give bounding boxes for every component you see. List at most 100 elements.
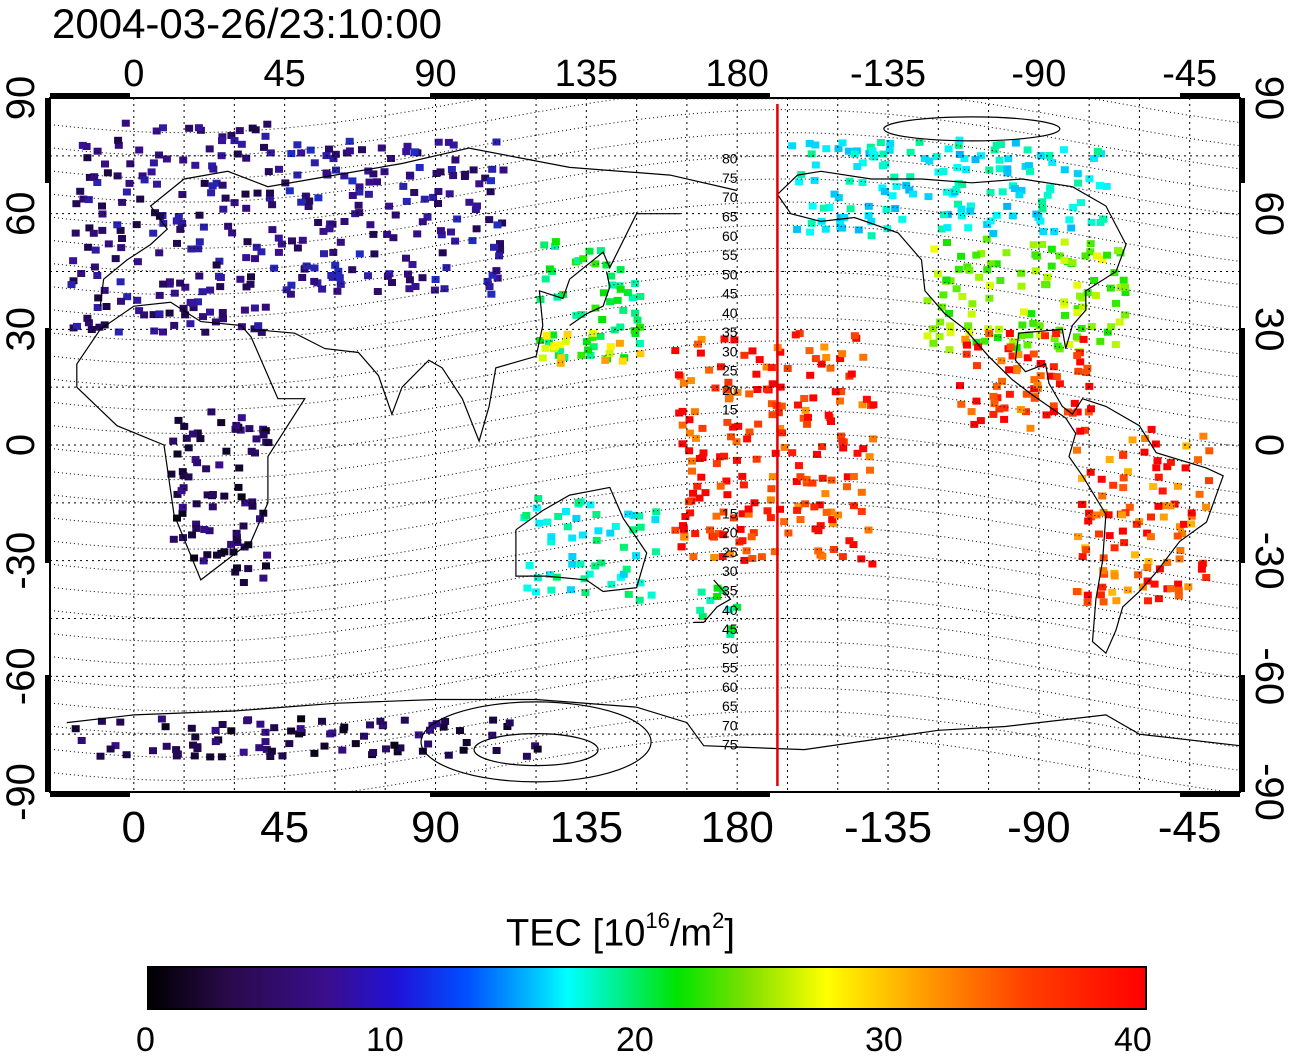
tec-cell — [890, 173, 899, 181]
tec-cell — [113, 172, 122, 180]
tec-cell — [233, 564, 241, 572]
tec-cell — [1155, 565, 1164, 573]
tec-cell — [540, 241, 549, 249]
tec-cell — [1022, 390, 1031, 398]
tec-cell — [561, 508, 570, 515]
tec-cell — [155, 311, 164, 319]
tec-cell — [93, 147, 102, 155]
tec-cell — [747, 533, 756, 541]
tec-cell — [475, 180, 484, 188]
tec-cell — [943, 239, 951, 246]
tec-cell — [1181, 464, 1190, 472]
tec-cell — [937, 303, 946, 311]
tec-cell — [305, 197, 314, 205]
tec-cell — [774, 409, 783, 417]
tec-cell — [685, 429, 694, 437]
tec-cell — [202, 465, 211, 473]
tec-cell — [405, 276, 414, 284]
tec-cell — [239, 748, 248, 756]
tec-cell — [176, 279, 185, 287]
tec-cell — [1074, 533, 1083, 541]
tec-cell — [586, 351, 595, 359]
tec-cell — [265, 194, 274, 202]
tec-cell — [84, 243, 93, 251]
tec-cell — [170, 289, 179, 297]
tec-cell — [629, 511, 638, 519]
tec-cell — [788, 142, 797, 150]
magnetic-latitude-label: 60 — [722, 228, 738, 244]
tec-cell — [373, 288, 382, 295]
lon-tick-bar — [1180, 792, 1240, 797]
tec-cell — [966, 202, 975, 210]
tec-cell — [487, 290, 496, 298]
tec-cell — [434, 138, 443, 146]
tec-cell — [1083, 364, 1092, 372]
tec-cell — [878, 184, 887, 192]
tec-cell — [492, 138, 501, 146]
tec-cell — [173, 490, 182, 498]
tec-cell — [1017, 282, 1026, 290]
tec-cell — [821, 490, 830, 498]
lon-tick-label-top: -135 — [850, 53, 926, 95]
tec-cell — [768, 473, 777, 481]
tec-cell — [1029, 241, 1038, 249]
tec-cell — [98, 226, 107, 234]
tec-cell — [993, 334, 1002, 341]
tec-cell — [840, 213, 849, 221]
tec-cell — [192, 524, 201, 532]
tec-cell — [195, 238, 204, 246]
tec-cell — [776, 383, 785, 391]
magnetic-latitude-label: 25 — [722, 544, 738, 560]
coastline — [776, 170, 1224, 655]
tec-cell — [236, 275, 245, 283]
lat-tick-label-right: -60 — [1247, 647, 1291, 705]
tec-cell — [155, 212, 164, 220]
tec-cell — [618, 357, 627, 365]
tec-cell — [1017, 332, 1026, 340]
tec-cell — [184, 444, 193, 452]
tec-cell — [824, 411, 833, 419]
tec-cell — [133, 258, 142, 266]
coastline — [251, 213, 681, 443]
tec-cell — [498, 219, 507, 227]
lon-tick-label-bottom: -135 — [844, 803, 932, 852]
tec-cell — [854, 226, 863, 234]
lon-tick-bar — [1180, 93, 1240, 98]
tec-cell — [1073, 408, 1082, 416]
tec-cell — [581, 589, 590, 597]
tec-cell — [1119, 451, 1128, 459]
tec-cell — [231, 425, 240, 433]
tec-cell — [91, 246, 100, 254]
tec-cell — [260, 143, 268, 151]
tec-cell — [423, 213, 432, 221]
tec-cell — [730, 336, 739, 344]
tec-cell — [1026, 167, 1034, 175]
tec-cell — [1003, 202, 1012, 210]
tec-cell — [98, 210, 107, 218]
tec-cell — [977, 250, 986, 258]
tec-cell — [453, 215, 462, 223]
tec-cell — [685, 447, 694, 455]
tec-cell — [235, 127, 244, 135]
tec-cell — [77, 270, 86, 277]
tec-cell — [543, 518, 552, 526]
tec-cell — [879, 150, 888, 158]
tec-cell — [706, 526, 714, 534]
tec-cell — [403, 142, 412, 150]
tec-cell — [647, 591, 656, 599]
magnetic-latitude-label: 15 — [722, 401, 738, 417]
tec-cell — [297, 149, 306, 157]
tec-cell — [1005, 366, 1014, 374]
tec-cell — [488, 731, 497, 739]
tec-cell — [858, 179, 867, 186]
tec-cell — [78, 141, 87, 149]
tec-cell — [547, 538, 556, 546]
tec-cell — [402, 197, 411, 205]
tec-cell — [869, 435, 878, 443]
tec-cell — [1003, 169, 1012, 177]
tec-cell — [224, 222, 233, 230]
tec-cell — [444, 751, 453, 759]
tec-cell — [211, 318, 220, 326]
tec-cell — [736, 525, 745, 533]
coastline — [515, 486, 648, 593]
